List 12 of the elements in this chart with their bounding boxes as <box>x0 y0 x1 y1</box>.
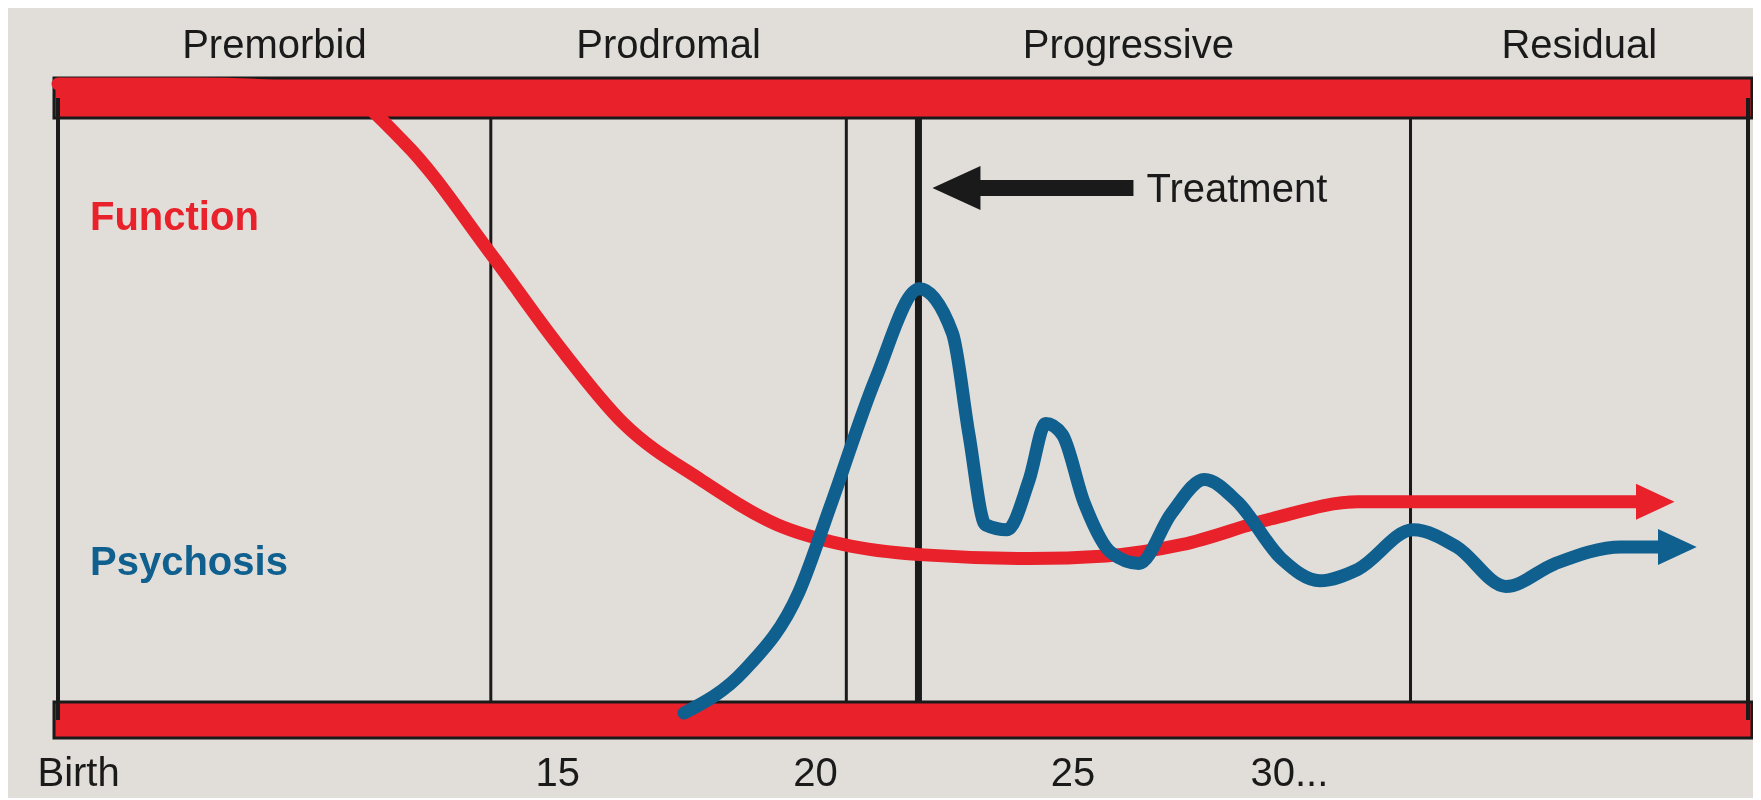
x-tick-label: 25 <box>1050 750 1096 794</box>
x-tick-label: 15 <box>535 750 581 794</box>
text: Progressive <box>1022 22 1235 66</box>
x-tick-label: 20 <box>793 750 838 794</box>
text: Function <box>90 194 259 238</box>
x-tick-label: Birth <box>37 750 120 794</box>
x-tick-label: 30... <box>1250 750 1329 794</box>
ref-line-label: Treatment <box>1146 166 1328 210</box>
text: Prodromal <box>576 22 761 66</box>
text: Residual <box>1501 22 1658 66</box>
text: Premorbid <box>182 22 367 66</box>
text: Psychosis <box>90 539 288 583</box>
